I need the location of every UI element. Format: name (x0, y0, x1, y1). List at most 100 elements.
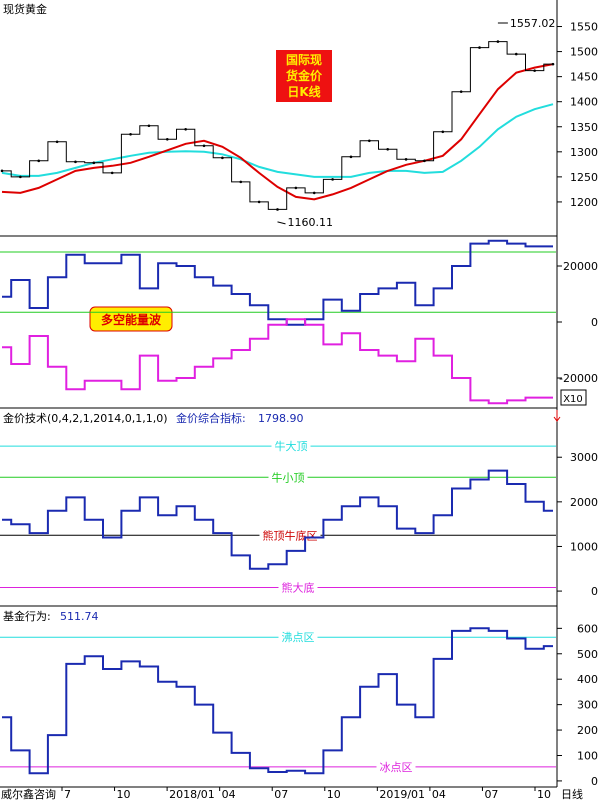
fund-axis-tick-label: 500 (577, 648, 598, 661)
time-tick-label: 07 (274, 788, 288, 800)
price-point (368, 139, 371, 143)
price-axis-tick-label: 1350 (570, 121, 598, 134)
technique-axis-tick-label: 1000 (570, 540, 598, 553)
energy-axis-tick-label: 20000 (563, 260, 598, 273)
price-point (92, 161, 96, 165)
price-point (0, 169, 4, 173)
price-point (514, 52, 518, 56)
price-point (551, 62, 555, 66)
price-point (166, 137, 169, 141)
ref-line-bear-bottom-label: 熊大底 (282, 581, 315, 595)
panel-frames (0, 0, 558, 788)
price-panel-title: 现货黄金 (3, 2, 47, 16)
ref-line-bull-top-label: 牛大顶 (275, 439, 308, 453)
price-point (386, 148, 390, 151)
price-point (221, 156, 224, 160)
price-axis-tick-label: 1300 (570, 146, 598, 159)
price-badge-bg (276, 50, 332, 102)
fund-panel-title: 基金行为: (3, 609, 51, 623)
period-label: 日线 (561, 787, 583, 800)
price-point (276, 208, 279, 211)
ref-line-boiling-zone-label-bg (278, 630, 318, 645)
price-point (478, 46, 481, 49)
price-point (423, 159, 426, 163)
price-point (184, 127, 187, 131)
time-axis: 7 10 2018/01 04 07 10 2019/01 04 07 10 (61, 787, 551, 801)
fund-axis-tick-label: 0 (591, 775, 598, 788)
price-point (257, 200, 261, 204)
price-badge-line-2: 货金价 (286, 68, 323, 83)
ref-line-bear-top-bull-bottom-label: 熊顶牛底区 (263, 528, 318, 542)
ma-long-series-line (1, 103, 554, 178)
ref-line-bull-minor-top-label: 牛小顶 (272, 470, 305, 484)
price-point (55, 140, 59, 144)
ref-line-bull-top-label-bg (271, 439, 311, 454)
time-tick-label: 10 (327, 788, 341, 800)
technique-axis-tick-label: 3000 (570, 451, 598, 464)
energy-axis-tick-label: 0 (591, 316, 598, 329)
price-point (19, 175, 22, 179)
fund-series-line (2, 627, 553, 775)
price-axis-tick-label: 1450 (570, 71, 598, 84)
fund-axis-tick-label: 300 (577, 699, 598, 712)
price-point (312, 191, 316, 195)
time-tick-label: 04 (432, 788, 446, 800)
technique-axis-tick-label: 2000 (570, 496, 598, 509)
time-tick-label: 10 (117, 788, 131, 800)
price-point (496, 40, 500, 43)
price-point (533, 69, 536, 72)
energy-axis-tick-label: -20000 (559, 372, 598, 385)
price-point (110, 171, 114, 175)
annotation-low-leader (277, 221, 286, 225)
price-point (129, 132, 132, 136)
energy-panel: -20000 0 20000 (0, 239, 598, 405)
price-panel: 1200 1250 1300 1350 1400 1450 1500 1550 1557.02 1… (0, 17, 598, 229)
technique-axis-tick-label: 0 (591, 585, 598, 598)
energy-legend-box (560, 389, 587, 406)
price-point (202, 144, 206, 148)
price-axis-tick-label: 1500 (570, 46, 598, 59)
time-tick-label: 10 (537, 788, 551, 800)
energy-legend: X10 (560, 389, 587, 406)
ref-line-boiling-zone-label: 沸点区 (282, 631, 315, 644)
time-tick-label: 07 (484, 788, 498, 800)
energy-badge-bg (89, 306, 173, 332)
annotation-high-label: 1557.02 (510, 17, 556, 30)
fund-axis-tick-label: 400 (577, 673, 598, 686)
arrow-down-icon (553, 410, 561, 422)
technique-series-line (2, 469, 553, 570)
price-point (331, 178, 334, 181)
energy-badge-text: 多空能量波 (101, 312, 162, 327)
price-badge-line-3: 日K线 (287, 84, 320, 99)
energy-legend-text: X10 (563, 394, 583, 405)
price-point (294, 186, 298, 190)
energy-bear-series-line (2, 318, 553, 405)
price-point (459, 90, 463, 93)
time-tick-label: 2019/01 (379, 788, 425, 800)
price-axis-tick-label: 1200 (570, 196, 598, 209)
ref-line-freezing-zone-label-bg (376, 759, 416, 774)
fund-indicator-value: 511.74 (60, 610, 99, 623)
price-axis-tick-label: 1550 (570, 21, 598, 34)
time-tick-label: 2018/01 (169, 788, 215, 800)
price-point (404, 158, 408, 161)
technique-panel-title: 金价技术(0,4,2,1,2014,0,1,1,0) (3, 411, 168, 425)
price-point (441, 130, 445, 134)
technique-indicator-label: 金价综合指标: (176, 411, 246, 425)
energy-badge: 多空能量波 (89, 306, 173, 332)
price-axis-tick-label: 1400 (570, 96, 598, 109)
price-point (239, 180, 243, 184)
price-point (74, 160, 77, 164)
price-badge-line-1: 国际现 (286, 53, 322, 67)
energy-bull-series-line (2, 239, 553, 326)
fund-axis-tick-label: 100 (577, 749, 598, 762)
price-point (349, 155, 353, 159)
ref-line-bear-bottom-label-bg (278, 580, 318, 595)
time-tick-label: 7 (64, 788, 71, 800)
time-tick-label: 04 (222, 788, 236, 800)
price-axis-tick-label: 1250 (570, 171, 598, 184)
